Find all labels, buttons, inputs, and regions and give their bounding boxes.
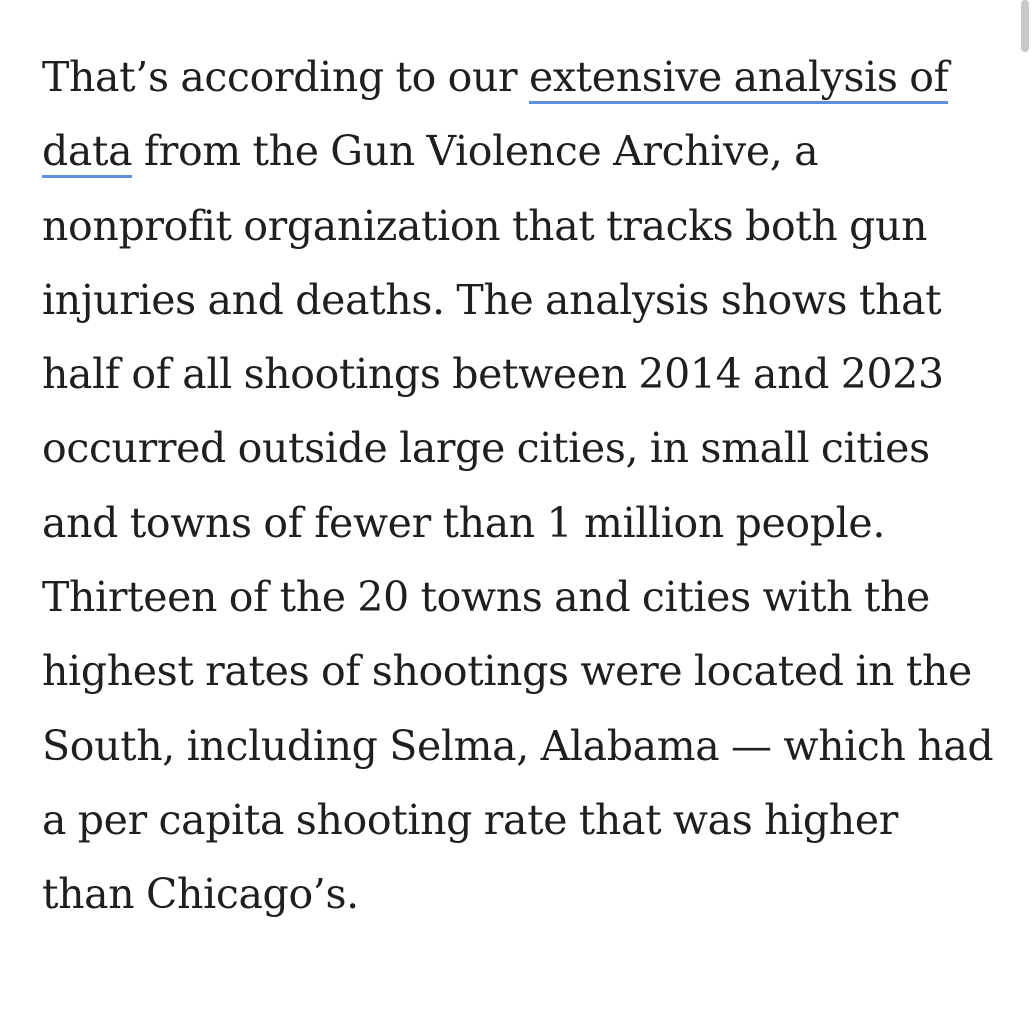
paragraph-text-body: from the Gun Violence Archive, a nonprof…	[42, 127, 994, 919]
article-paragraph: That’s according to our extensive analys…	[42, 40, 1002, 932]
scrollbar[interactable]	[1019, 0, 1033, 1024]
paragraph-text-intro: That’s according to our	[42, 53, 529, 101]
analysis-link[interactable]: extensive analysis of data	[42, 53, 949, 179]
scrollbar-thumb[interactable]	[1021, 0, 1029, 52]
